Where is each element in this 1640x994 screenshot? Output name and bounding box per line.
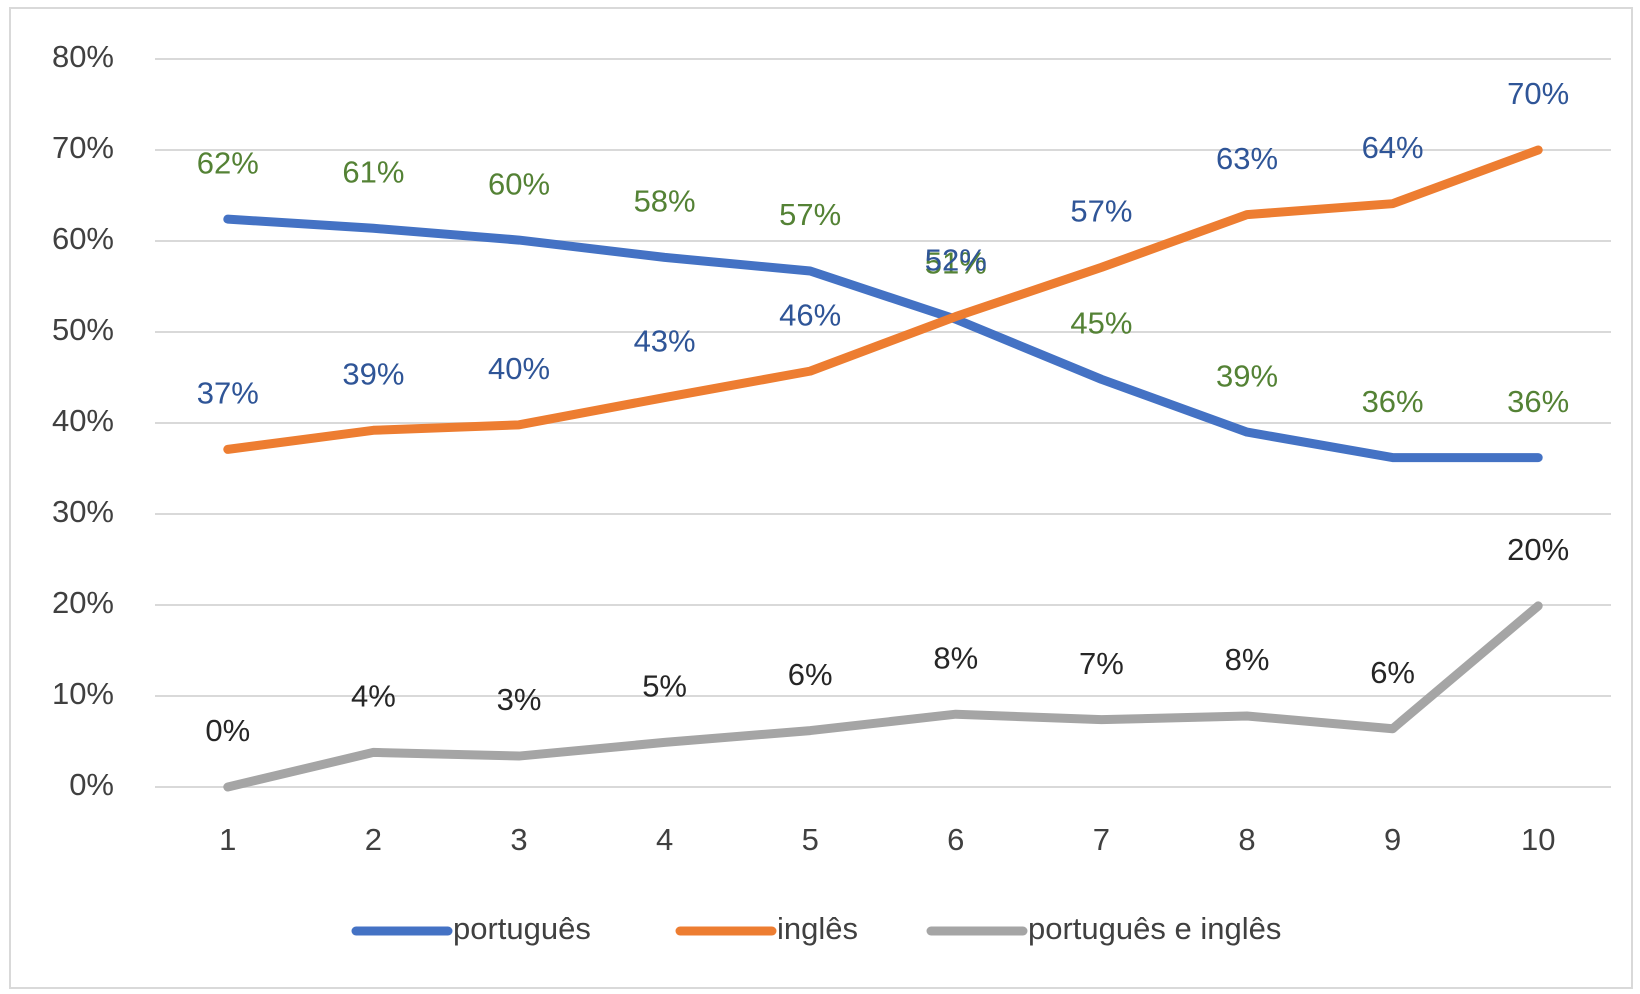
data-label: 43% (634, 324, 696, 359)
legend-label: inglês (777, 911, 858, 946)
data-label: 63% (1216, 141, 1278, 176)
data-label: 45% (1070, 306, 1132, 341)
data-label: 58% (634, 184, 696, 219)
data-label: 3% (497, 682, 542, 717)
x-tick-label: 10 (1521, 822, 1555, 857)
data-label: 8% (1225, 642, 1270, 677)
series-line (223, 145, 1543, 454)
y-tick-label: 30% (52, 494, 114, 529)
data-label: 61% (342, 154, 404, 189)
data-label: 6% (788, 657, 833, 692)
x-tick-label: 8 (1238, 822, 1255, 857)
series-line (223, 601, 1543, 792)
series-line (223, 214, 1543, 463)
data-label: 51% (925, 245, 987, 280)
data-label: 64% (1362, 130, 1424, 165)
y-tick-label: 0% (69, 767, 114, 802)
y-tick-label: 70% (52, 130, 114, 165)
y-tick-label: 20% (52, 585, 114, 620)
data-label: 57% (1070, 194, 1132, 229)
y-tick-label: 50% (52, 312, 114, 347)
y-tick-label: 80% (52, 39, 114, 74)
x-tick-label: 3 (510, 822, 527, 857)
data-label: 39% (1216, 358, 1278, 393)
x-tick-label: 1 (219, 822, 236, 857)
data-label: 4% (351, 679, 396, 714)
data-label: 36% (1507, 384, 1569, 419)
data-label: 52% (925, 243, 987, 278)
data-label: 5% (642, 669, 687, 704)
data-label: 6% (1370, 655, 1415, 690)
x-tick-label: 9 (1384, 822, 1401, 857)
y-tick-label: 60% (52, 221, 114, 256)
data-label: 37% (197, 376, 259, 411)
x-tick-label: 7 (1093, 822, 1110, 857)
data-label: 20% (1507, 532, 1569, 567)
data-label: 7% (1079, 646, 1124, 681)
data-label: 57% (779, 197, 841, 232)
legend-label: português e inglês (1028, 911, 1281, 946)
chart-frame (9, 7, 1633, 989)
x-tick-label: 4 (656, 822, 673, 857)
data-label: 70% (1507, 76, 1569, 111)
data-label: 60% (488, 166, 550, 201)
data-label: 39% (342, 356, 404, 391)
x-tick-label: 5 (802, 822, 819, 857)
data-label: 40% (488, 351, 550, 386)
data-label: 46% (779, 297, 841, 332)
data-label: 36% (1362, 384, 1424, 419)
x-tick-label: 2 (365, 822, 382, 857)
data-label: 8% (933, 640, 978, 675)
x-tick-label: 6 (947, 822, 964, 857)
legend-label: português (453, 911, 591, 946)
y-tick-label: 40% (52, 403, 114, 438)
data-label: 0% (205, 713, 250, 748)
data-label: 62% (197, 145, 259, 180)
y-tick-label: 10% (52, 676, 114, 711)
